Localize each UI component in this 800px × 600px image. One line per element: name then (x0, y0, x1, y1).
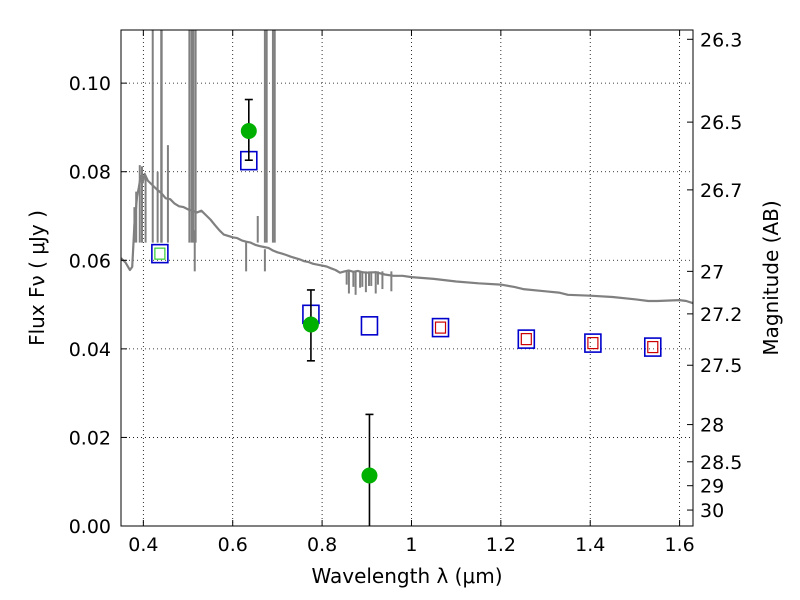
y2-tick-label: 28.5 (700, 452, 742, 474)
y-tick-label: 0.06 (69, 250, 111, 272)
x-tick-label: 1 (405, 534, 417, 556)
y2-tick-label: 29 (700, 476, 724, 498)
y2-tick-label: 26.7 (700, 180, 742, 202)
model-flux-marker (517, 329, 536, 349)
y-tick-label: 0.08 (69, 162, 111, 184)
y-axis-label: Flux Fν ( μJy ) (25, 210, 49, 346)
band-marker (434, 321, 447, 334)
markers (151, 98, 662, 526)
model-flux-marker (431, 317, 450, 338)
band-marker (587, 337, 599, 350)
model-flux-marker (151, 243, 169, 264)
x-tick-label: 0.6 (218, 534, 248, 556)
axes: 0.4 0.6 0.8 1 1.2 1.4 1.6 0.00 0.02 0.04 0.06 0.08 0… (69, 29, 743, 556)
observed-flux-point (240, 122, 257, 139)
y2-tick-label: 28 (700, 415, 724, 437)
spectrum-line (121, 172, 693, 305)
x-tick-label: 0.4 (128, 534, 158, 556)
band-marker (520, 333, 532, 346)
model-flux-marker (643, 337, 662, 357)
x-tick-label: 1.4 (575, 534, 605, 556)
y2-tick-label: 26.5 (700, 112, 742, 134)
y-tick-label: 0.02 (69, 427, 111, 449)
band-marker (154, 247, 166, 260)
y-tick-label: 0.10 (69, 73, 111, 95)
y2-tick-label: 27 (700, 261, 724, 283)
observed-flux-point (302, 316, 319, 333)
plot-area (121, 30, 693, 305)
y-tick-label: 0.00 (69, 516, 111, 538)
y2-tick-label: 26.3 (700, 29, 742, 51)
observed-flux-point (361, 467, 378, 484)
model-flux-marker (360, 316, 379, 336)
y2-tick-label: 27.5 (700, 355, 742, 377)
plot-frame (120, 29, 694, 527)
band-marker (647, 340, 659, 354)
y2-tick-label: 30 (700, 500, 724, 522)
x-tick-label: 1.2 (486, 534, 516, 556)
y2-axis-label: Magnitude (AB) (759, 200, 783, 355)
x-tick-label: 0.8 (307, 534, 337, 556)
y-tick-label: 0.04 (69, 339, 111, 361)
x-tick-label: 1.6 (664, 534, 694, 556)
model-flux-marker (584, 333, 602, 353)
x-axis-label: Wavelength λ (μm) (311, 564, 502, 588)
y2-tick-label: 27.2 (700, 304, 742, 326)
